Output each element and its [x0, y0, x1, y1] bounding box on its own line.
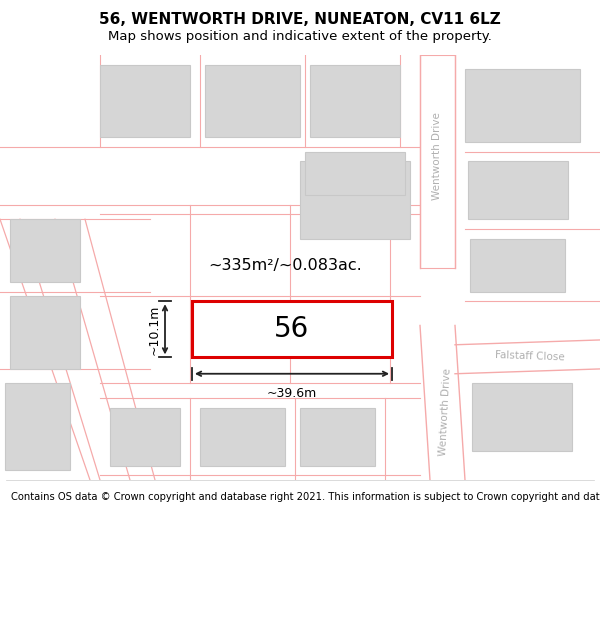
Polygon shape	[420, 55, 455, 268]
Bar	[5, 383, 70, 471]
Bar	[100, 64, 190, 137]
Bar	[110, 408, 180, 466]
Bar	[468, 161, 568, 219]
Text: Map shows position and indicative extent of the property.: Map shows position and indicative extent…	[108, 30, 492, 43]
Text: 56, WENTWORTH DRIVE, NUNEATON, CV11 6LZ: 56, WENTWORTH DRIVE, NUNEATON, CV11 6LZ	[99, 12, 501, 27]
Bar	[470, 239, 565, 292]
Bar	[300, 408, 375, 466]
Text: Contains OS data © Crown copyright and database right 2021. This information is : Contains OS data © Crown copyright and d…	[11, 492, 600, 502]
Text: ~39.6m: ~39.6m	[267, 388, 317, 400]
Bar	[300, 161, 410, 239]
Bar	[200, 408, 285, 466]
Text: Wentworth Drive: Wentworth Drive	[438, 368, 452, 456]
Bar	[310, 64, 400, 137]
Bar	[192, 301, 392, 358]
Bar	[10, 296, 80, 369]
Bar	[10, 219, 80, 282]
Bar	[305, 152, 405, 195]
Text: Wentworth Drive: Wentworth Drive	[432, 112, 442, 201]
Bar	[205, 64, 300, 137]
Text: ~10.1m: ~10.1m	[148, 304, 161, 354]
Text: ~335m²/~0.083ac.: ~335m²/~0.083ac.	[208, 258, 362, 273]
Text: Falstaff Close: Falstaff Close	[495, 350, 565, 362]
Bar	[465, 69, 580, 142]
Bar	[472, 383, 572, 451]
Text: 56: 56	[274, 316, 310, 343]
